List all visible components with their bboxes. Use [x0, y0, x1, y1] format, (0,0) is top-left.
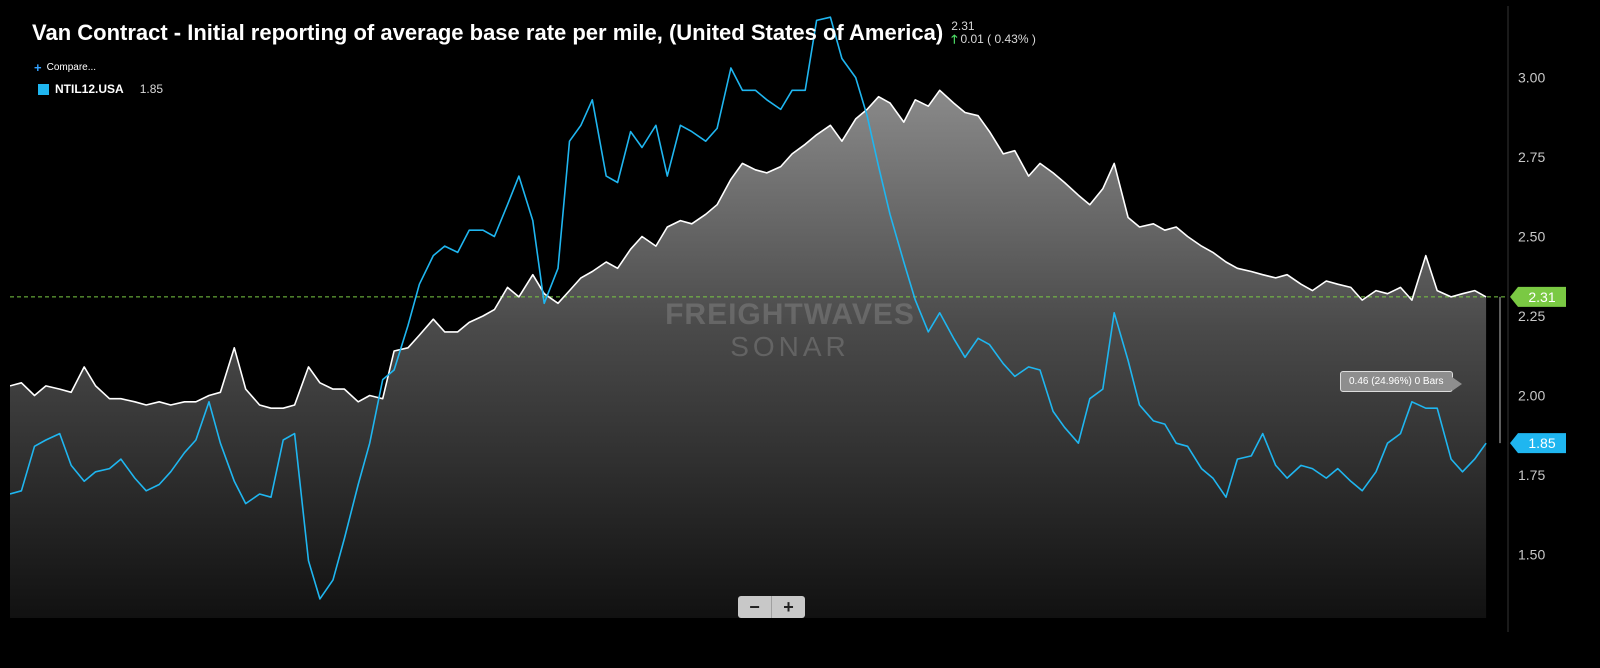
watermark-line-1: FREIGHTWAVES [665, 298, 915, 331]
last-price-tag-label: 2.31 [1528, 289, 1555, 305]
y-tick-label: 1.50 [1518, 546, 1545, 562]
legend-swatch [38, 83, 49, 95]
price-change: 🡑 0.01 ( 0.43% ) [951, 33, 1036, 46]
zoom-in-button[interactable]: + [771, 596, 805, 618]
legend-item-ntil12[interactable]: NTIL12.USA 1.85 [38, 82, 163, 96]
price-chart[interactable]: FREIGHTWAVES SONAR 1.50 1.75 2.00 2.25 2.50 2… [10, 6, 1586, 632]
zoom-controls: − + [738, 596, 805, 618]
compare-button[interactable]: + Compare... [34, 60, 96, 75]
plus-icon: + [34, 60, 42, 75]
y-tick-label: 3.00 [1518, 70, 1545, 86]
y-tick-label: 2.50 [1518, 229, 1545, 245]
chart-panel[interactable]: FREIGHTWAVES SONAR 1.50 1.75 2.00 2.25 2.50 2… [10, 6, 1586, 632]
watermark-line-2: SONAR [730, 331, 850, 362]
chart-header: Van Contract - Initial reporting of aver… [32, 20, 1036, 46]
compare-last-tag-label: 1.85 [1528, 435, 1555, 451]
price-change-text: 0.01 ( 0.43% ) [960, 32, 1036, 46]
last-price-tag [1510, 286, 1566, 307]
compare-series-line [10, 16, 1487, 600]
y-tick-label: 2.75 [1518, 149, 1545, 165]
compare-last-tag [1510, 433, 1566, 454]
freightwaves-sonar-watermark: FREIGHTWAVES SONAR [665, 298, 915, 362]
legend-series-name: NTIL12.USA [55, 82, 124, 96]
zoom-out-button[interactable]: − [749, 596, 760, 617]
y-tick-label: 2.25 [1518, 308, 1545, 324]
measure-tooltip: 0.46 (24.96%) 0 Bars [1340, 371, 1461, 392]
main-series-area [10, 90, 1487, 619]
up-arrow-icon: 🡑 [951, 32, 958, 46]
compare-label: Compare... [46, 62, 97, 73]
price-readout: 2.31 🡑 0.01 ( 0.43% ) [951, 20, 1036, 46]
chart-title: Van Contract - Initial reporting of aver… [32, 20, 944, 45]
last-price: 2.31 [951, 19, 975, 33]
y-tick-label: 2.00 [1518, 387, 1545, 403]
y-tick-label: 1.75 [1518, 467, 1545, 483]
legend-series-value: 1.85 [139, 82, 164, 96]
main-series-line [10, 89, 1487, 409]
